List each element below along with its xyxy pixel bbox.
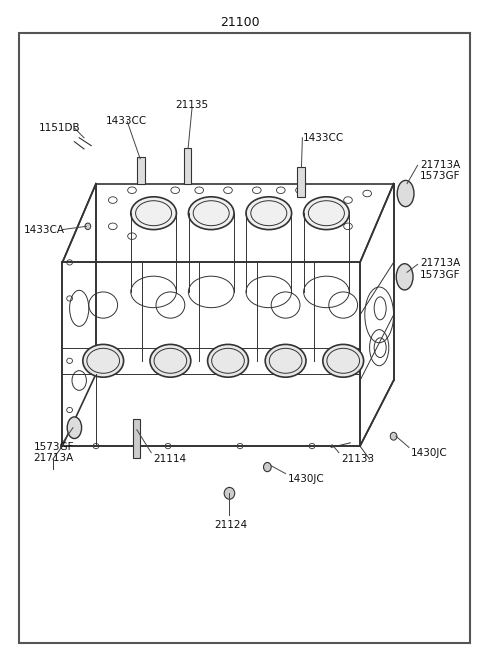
Text: 1151DB: 1151DB [38, 123, 80, 133]
Ellipse shape [265, 344, 306, 377]
Text: 21133: 21133 [341, 454, 374, 464]
Text: 1433CC: 1433CC [302, 133, 344, 143]
Ellipse shape [188, 197, 234, 230]
Ellipse shape [67, 417, 82, 439]
Text: 1433CC: 1433CC [106, 116, 147, 127]
Text: 21135: 21135 [175, 100, 209, 110]
Ellipse shape [264, 462, 271, 472]
Ellipse shape [390, 432, 397, 440]
Text: 21100: 21100 [220, 16, 260, 30]
Text: 21114: 21114 [154, 454, 187, 464]
Ellipse shape [246, 197, 292, 230]
Ellipse shape [396, 264, 413, 290]
Text: 21713A
1573GF: 21713A 1573GF [420, 258, 460, 279]
Ellipse shape [207, 344, 249, 377]
Ellipse shape [224, 487, 235, 499]
Text: 1433CA: 1433CA [24, 224, 65, 235]
Ellipse shape [131, 197, 177, 230]
FancyBboxPatch shape [133, 419, 140, 458]
FancyBboxPatch shape [137, 157, 145, 184]
Text: 21713A
1573GF: 21713A 1573GF [420, 160, 460, 181]
FancyBboxPatch shape [184, 148, 191, 184]
Text: 1430JC: 1430JC [410, 447, 447, 458]
Ellipse shape [323, 344, 364, 377]
Text: 21124: 21124 [214, 520, 247, 530]
Ellipse shape [85, 223, 91, 230]
Ellipse shape [304, 197, 349, 230]
FancyBboxPatch shape [297, 167, 305, 197]
Ellipse shape [83, 344, 124, 377]
Text: 1430JC: 1430JC [288, 474, 325, 484]
Text: 1573GF
21713A: 1573GF 21713A [34, 442, 74, 463]
Ellipse shape [397, 180, 414, 207]
Ellipse shape [150, 344, 191, 377]
